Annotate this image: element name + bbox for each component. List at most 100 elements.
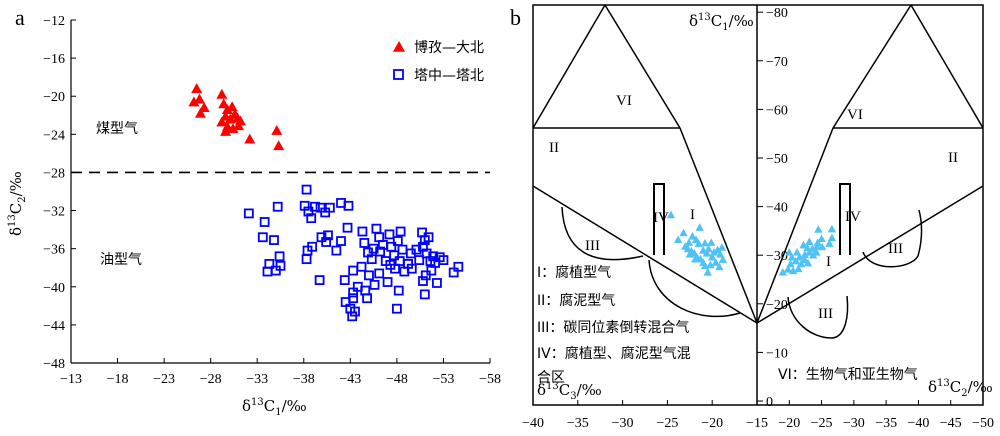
data-point-tazhong-tabei xyxy=(270,265,281,276)
data-point-tazhong-tabei xyxy=(301,254,312,265)
data-point-tazhong-tabei xyxy=(362,293,372,304)
data-point-tazhong-tabei xyxy=(432,278,442,288)
zone-legend-line: I：腐植型气 xyxy=(537,264,611,281)
data-point-right xyxy=(792,248,802,256)
data-point-tazhong-tabei xyxy=(414,255,425,266)
data-point-left xyxy=(700,238,710,247)
data-point-left xyxy=(673,235,683,244)
data-point-tazhong-tabei xyxy=(259,217,270,227)
bottom-tick-label-left: −30 xyxy=(612,416,634,431)
data-point-bozi-dabei xyxy=(216,88,228,99)
data-point-right xyxy=(805,237,814,245)
data-point-tazhong-tabei xyxy=(323,230,333,241)
y-tick-label: −48 xyxy=(43,357,65,372)
data-point-right xyxy=(803,258,813,267)
data-point-bozi-dabei xyxy=(188,96,200,107)
data-point-right xyxy=(825,239,834,247)
vertical-tick-label: −60 xyxy=(766,103,788,118)
top-axis-label: δ13C1/‰ xyxy=(689,12,754,33)
data-point-left xyxy=(666,210,676,219)
y-tick-label: −16 xyxy=(43,52,65,67)
data-point-tazhong-tabei xyxy=(301,184,312,195)
data-point-tazhong-tabei xyxy=(423,232,434,243)
data-point-right xyxy=(791,256,800,265)
data-point-tazhong-tabei xyxy=(347,311,358,322)
zone-label-vi: VI xyxy=(847,107,863,123)
y-tick-label: −40 xyxy=(43,281,65,296)
data-point-right xyxy=(783,265,793,273)
zone-boundary xyxy=(910,4,984,129)
data-point-right xyxy=(787,252,797,261)
data-point-bozi-dabei xyxy=(198,102,210,113)
data-point-tazhong-tabei xyxy=(356,261,367,272)
zone-boundary xyxy=(532,4,606,129)
vertical-tick-label: −30 xyxy=(766,249,788,264)
data-point-bozi-dabei xyxy=(226,101,238,112)
right-axis-label: δ13C2/‰ xyxy=(928,378,993,399)
data-point-tazhong-tabei xyxy=(391,303,402,314)
data-point-left xyxy=(717,243,727,251)
data-point-tazhong-tabei xyxy=(324,202,335,213)
data-point-left xyxy=(702,249,712,257)
y-tick-label: −20 xyxy=(43,90,65,105)
data-point-tazhong-tabei xyxy=(420,270,431,281)
vertical-tick-label: 0 xyxy=(766,395,773,410)
data-point-tazhong-tabei xyxy=(331,245,342,256)
data-point-tazhong-tabei xyxy=(428,251,439,262)
legend-label-bozi-dabei: 博孜—大北 xyxy=(414,39,484,56)
zone-boundary xyxy=(756,127,834,324)
zone-label-iv: IV xyxy=(653,210,669,226)
y-tick-label: −36 xyxy=(43,243,65,258)
zone-boundary xyxy=(532,185,758,324)
data-point-left xyxy=(715,262,724,271)
data-point-tazhong-tabei xyxy=(374,268,385,279)
x-tick-label: −13 xyxy=(60,372,82,387)
x-tick-label: −28 xyxy=(200,372,222,387)
data-point-left xyxy=(716,250,725,258)
data-point-tazhong-tabei xyxy=(406,263,417,274)
data-point-tazhong-tabei xyxy=(272,201,283,212)
data-point-right xyxy=(778,268,788,276)
data-point-tazhong-tabei xyxy=(364,270,374,281)
data-point-left xyxy=(718,255,728,263)
data-point-right xyxy=(794,264,803,273)
x-tick-label: −23 xyxy=(153,372,175,387)
y-tick-label: −28 xyxy=(43,166,65,181)
zone-legend-line: II：腐泥型气 xyxy=(537,292,615,309)
data-point-left xyxy=(708,252,717,261)
data-point-right xyxy=(817,234,826,243)
panel-label: b xyxy=(510,5,521,30)
zone-legend-line: III：碳同位素倒转混合气 xyxy=(537,320,689,336)
y-tick-label: −44 xyxy=(43,319,65,334)
zone-label-i: I xyxy=(826,254,831,270)
bottom-tick-label-right: −25 xyxy=(811,416,833,431)
vertical-tick-label: −20 xyxy=(766,298,788,313)
legend-triangle-marker xyxy=(393,41,405,52)
panel-a: a −12−16−20−24−28−32−36−40−44−48−13 −18 −23… xyxy=(7,5,501,418)
zone-label-ii: II xyxy=(948,150,958,166)
coal-gas-annotation: 煤型气 xyxy=(96,121,138,137)
panel-b-frame xyxy=(532,4,984,406)
zone-label-i: I xyxy=(690,207,695,223)
zone-iv-box-left xyxy=(653,183,665,255)
data-point-bozi-dabei xyxy=(216,116,228,127)
x-tick-label: −33 xyxy=(246,372,268,387)
vertical-tick-label: −70 xyxy=(766,55,788,70)
y-tick-label: −32 xyxy=(43,205,65,220)
data-point-bozi-dabei xyxy=(224,113,236,124)
bottom-tick-label-left: −25 xyxy=(656,416,678,431)
data-point-right xyxy=(808,244,817,252)
data-point-tazhong-tabei xyxy=(384,229,395,240)
x-axis-label: δ13C1/‰ xyxy=(242,397,307,418)
data-point-tazhong-tabei xyxy=(336,236,346,246)
data-point-left xyxy=(681,242,690,250)
data-point-tazhong-tabei xyxy=(389,250,399,261)
y-tick-label: −12 xyxy=(43,14,65,29)
data-point-tazhong-tabei xyxy=(397,244,408,255)
data-point-tazhong-tabei xyxy=(339,275,350,286)
zone-legend-line: 合区 xyxy=(537,370,565,386)
zone-label-iv: IV xyxy=(845,209,861,225)
data-point-tazhong-tabei xyxy=(366,254,377,265)
data-point-bozi-dabei xyxy=(244,133,256,144)
data-point-tazhong-tabei xyxy=(257,232,268,243)
